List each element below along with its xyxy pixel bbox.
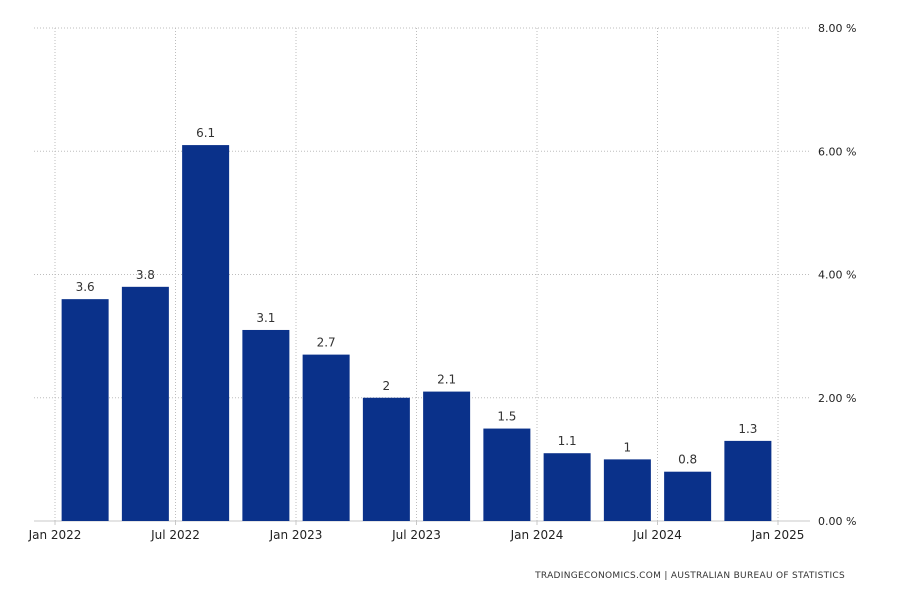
bar-data-label: 1.3	[738, 422, 757, 436]
bar	[121, 286, 169, 521]
bar-data-label: 0.8	[678, 453, 697, 467]
bar-data-label: 2	[383, 379, 391, 393]
y-tick-label: 6.00 %	[818, 145, 856, 158]
y-tick-label: 4.00 %	[818, 269, 856, 282]
bar-data-label: 1	[624, 440, 632, 454]
x-axis: Jan 2022 Jul 2022 Jan 2023 Jul 2023 Jan 2024…	[28, 521, 805, 542]
x-tick-label: Jul 2023	[391, 528, 441, 542]
source-attribution: TRADINGECONOMICS.COM | AUSTRALIAN BUREAU…	[535, 571, 845, 581]
bar	[302, 354, 350, 521]
bar-data-label: 2.1	[437, 373, 456, 387]
bar-data-label: 6.1	[196, 126, 215, 140]
x-tick-label: Jul 2022	[150, 528, 200, 542]
bar	[664, 471, 712, 521]
bar	[483, 428, 531, 521]
x-tick-label: Jan 2022	[28, 528, 82, 542]
bar-data-label: 1.1	[558, 434, 577, 448]
y-tick-label: 2.00 %	[818, 392, 856, 405]
bar	[603, 459, 651, 521]
chart-data-labels: 3.6 3.8 6.1 3.1 2.7 2 2.1 1.5 1.1 1 0.8 1.3	[76, 126, 758, 467]
bar-data-label: 1.5	[497, 410, 516, 424]
bar	[423, 391, 471, 521]
x-tick-label: Jan 2023	[269, 528, 323, 542]
x-tick-label: Jan 2025	[751, 528, 805, 542]
y-tick-label: 0.00 %	[818, 515, 856, 528]
bar-data-label: 3.1	[256, 311, 275, 325]
x-tick-label: Jul 2024	[632, 528, 682, 542]
y-axis: 0.00 % 2.00 % 4.00 % 6.00 % 8.00 %	[818, 22, 856, 528]
bar	[182, 145, 230, 521]
bar-data-label: 3.6	[76, 280, 95, 294]
bar-data-label: 3.8	[136, 268, 155, 282]
bar-data-label: 2.7	[317, 336, 336, 350]
x-tick-label: Jan 2024	[510, 528, 564, 542]
bar	[242, 329, 290, 521]
chart-bars	[61, 145, 772, 521]
bar	[61, 299, 109, 521]
bar	[543, 453, 591, 521]
bar	[362, 397, 410, 521]
y-tick-label: 8.00 %	[818, 22, 856, 35]
bar	[724, 440, 772, 521]
